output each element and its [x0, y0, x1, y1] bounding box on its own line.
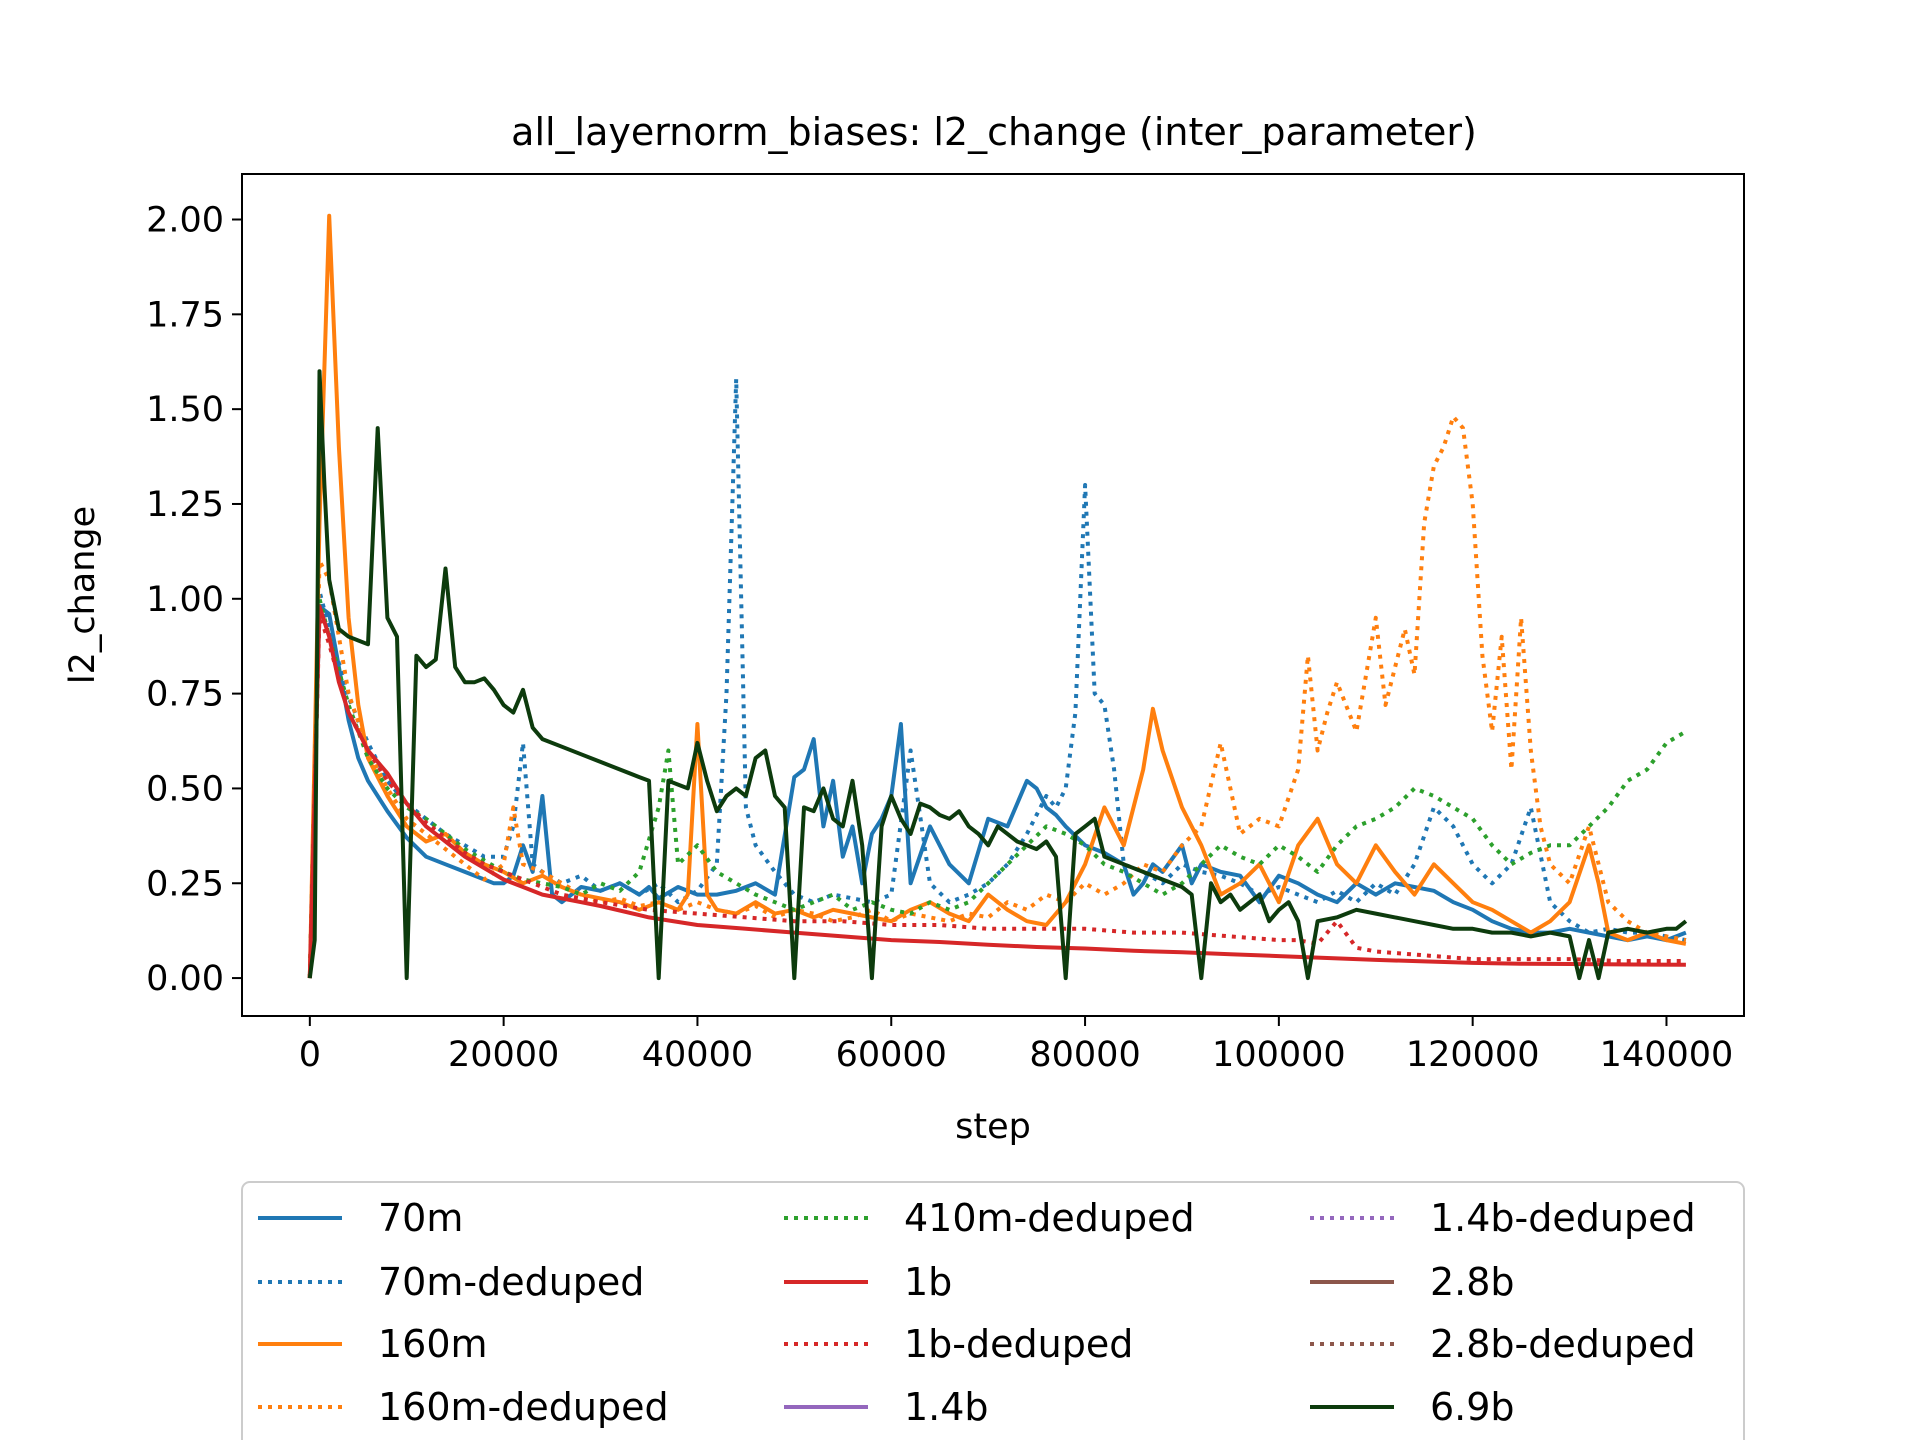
legend-label-7: 1.4b — [904, 1385, 989, 1429]
x-tick-label: 60000 — [836, 1035, 947, 1075]
legend-label-3: 160m-deduped — [378, 1385, 669, 1429]
series-line-11 — [307, 369, 1688, 981]
y-tick-label: 0.25 — [146, 864, 224, 904]
series-layer — [307, 213, 1688, 981]
y-axis: 0.00 0.25 0.50 0.75 1.00 1.25 1.50 1.75 2.00 — [146, 201, 242, 999]
legend-frame — [241, 1181, 1745, 1440]
y-tick-label: 1.50 — [146, 390, 224, 430]
x-tick-label: 0 — [299, 1035, 321, 1075]
x-tick-label: 80000 — [1029, 1035, 1140, 1075]
chart-title: all_layernorm_biases: l2_change (inter_p… — [511, 110, 1477, 154]
series-line-2 — [307, 213, 1687, 979]
legend-label-5: 1b — [904, 1260, 952, 1304]
legend-label-11: 6.9b — [1430, 1385, 1515, 1429]
x-tick-label: 40000 — [642, 1035, 753, 1075]
y-tick-label: 1.25 — [146, 485, 224, 525]
x-tick-label: 140000 — [1600, 1035, 1734, 1075]
legend-label-4: 410m-deduped — [904, 1196, 1195, 1240]
x-tick-label: 100000 — [1212, 1035, 1346, 1075]
legend-label-2: 160m — [378, 1322, 488, 1366]
legend-label-10: 2.8b-deduped — [1430, 1322, 1696, 1366]
series-line-6 — [307, 612, 1686, 979]
y-tick-label: 1.00 — [146, 580, 224, 620]
x-axis: 0 20000 40000 60000 80000 100000 120000 140000 — [299, 1016, 1734, 1075]
plot-frame — [241, 173, 1745, 1017]
legend-label-9: 2.8b — [1430, 1260, 1515, 1304]
x-axis-label: step — [955, 1107, 1031, 1147]
legend-label-1: 70m-deduped — [378, 1260, 644, 1304]
x-tick-label: 20000 — [448, 1035, 559, 1075]
y-tick-label: 0.50 — [146, 769, 224, 809]
legend-label-0: 70m — [378, 1196, 463, 1240]
y-axis-label: l2_change — [63, 506, 103, 684]
y-tick-label: 0.00 — [146, 959, 224, 999]
x-tick-label: 120000 — [1406, 1035, 1540, 1075]
series-line-3 — [307, 414, 1687, 979]
legend-label-8: 1.4b-deduped — [1430, 1196, 1696, 1240]
legend: 70m 70m-deduped 160m 160m-deduped 410m-dedup… — [241, 1181, 1745, 1440]
y-tick-label: 2.00 — [146, 201, 224, 241]
y-tick-label: 1.75 — [146, 295, 224, 335]
y-tick-label: 0.75 — [146, 675, 224, 715]
series-line-4 — [307, 596, 1687, 979]
legend-label-6: 1b-deduped — [904, 1322, 1133, 1366]
